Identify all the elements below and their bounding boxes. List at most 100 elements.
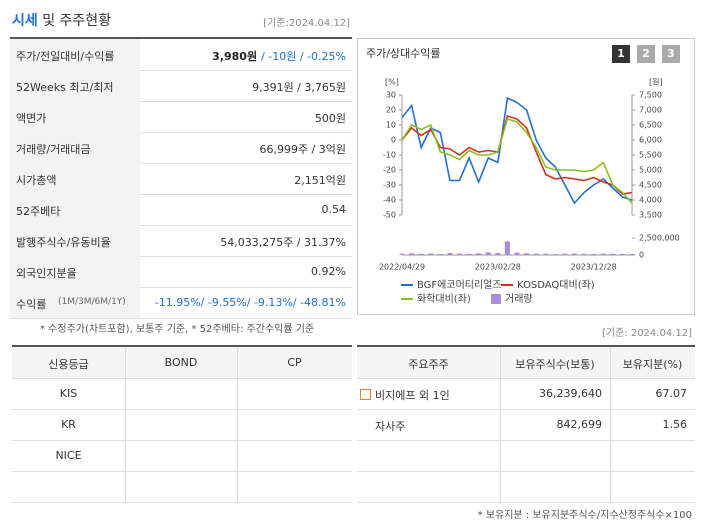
tick-label: -50 xyxy=(383,211,396,220)
line-series xyxy=(401,96,633,205)
tick-label: 4,500 xyxy=(639,181,662,190)
row-label: 발행주식수/유동비율 xyxy=(16,236,111,249)
row-line xyxy=(10,194,352,195)
header-cell: BOND xyxy=(164,356,198,369)
row-line xyxy=(10,225,352,226)
chart-button[interactable]: 1 xyxy=(612,45,630,63)
label-cell xyxy=(10,101,140,132)
row-value: 54,033,275주 / 31.37% xyxy=(220,236,346,249)
line-series xyxy=(401,114,633,195)
volume-bar xyxy=(543,253,549,255)
row-line xyxy=(357,378,695,379)
label-cell xyxy=(10,132,140,163)
tick-label: -40 xyxy=(383,196,396,205)
row-value: 2,151억원 xyxy=(294,174,346,187)
legend-label: KOSDAQ대비(좌) xyxy=(517,279,595,291)
rule xyxy=(10,37,352,39)
row-label: 수익률 xyxy=(16,298,47,311)
cell: KR xyxy=(61,418,76,431)
col-line xyxy=(237,347,238,502)
cell: 비지에프 외 1인 xyxy=(375,389,450,402)
legend-label: BGF에코머티리얼즈 xyxy=(417,279,502,291)
cell: 842,699 xyxy=(556,418,603,431)
header-cell: 주요주주 xyxy=(408,358,449,371)
row-label: 외국인지분율 xyxy=(16,267,77,280)
row-line xyxy=(10,256,352,257)
row-line xyxy=(10,318,352,319)
cell: 1.56 xyxy=(662,418,688,431)
tick-label: 4,000 xyxy=(639,196,662,205)
tick-label: 10 xyxy=(386,121,396,130)
volume-bar xyxy=(619,253,625,255)
col-line xyxy=(500,347,501,502)
volume-bar xyxy=(629,253,635,255)
title-rest: 및 주주현황 xyxy=(42,13,112,29)
row-line xyxy=(10,132,352,133)
volume-bar xyxy=(610,253,616,255)
cell: 자사주 xyxy=(375,420,406,433)
row-label: 52Weeks 최고/최저 xyxy=(16,81,114,94)
chart-button[interactable]: 2 xyxy=(637,45,655,63)
volume-bar xyxy=(591,253,597,255)
cell: NICE xyxy=(55,449,82,462)
line-series xyxy=(401,117,633,204)
row-value: 66,999주 / 3억원 xyxy=(259,143,346,156)
y-axis-unit: [%] xyxy=(385,78,399,87)
tick-label: -20 xyxy=(383,166,396,175)
table-rule xyxy=(357,345,695,347)
row-line xyxy=(10,287,352,288)
volume-bar xyxy=(476,253,482,255)
chart: [%] [원] 30 20 10 0 -10 -20 -30 -40 -50 7,500 7,000 6,… xyxy=(379,78,680,306)
tick-label: 3,500 xyxy=(639,211,662,220)
cell: 67.07 xyxy=(655,387,688,400)
volume-bar xyxy=(552,253,558,255)
note: * 수정주가(차트포함), 보통주 기준, * 52주베타: 주간수익률 기준 xyxy=(40,324,315,335)
tick-label: -30 xyxy=(383,181,396,190)
tick-label: 5,500 xyxy=(639,151,662,160)
y2-axis-unit: [원] xyxy=(649,78,663,87)
expand-icon[interactable] xyxy=(360,389,371,400)
label-cell xyxy=(10,256,140,287)
volume-bar xyxy=(533,253,539,255)
row-line xyxy=(357,409,695,410)
row-line xyxy=(10,163,352,164)
row-line xyxy=(12,378,352,379)
legend-swatch xyxy=(491,294,501,304)
chart-panel xyxy=(357,38,695,315)
volume-bar xyxy=(409,253,415,255)
row-label: 액면가 xyxy=(16,112,47,125)
row-value: 0.92% xyxy=(311,265,346,278)
row-value: 500원 xyxy=(314,112,346,125)
label-cell xyxy=(10,287,140,318)
row-value: 3,980원 xyxy=(212,50,258,63)
row-value-change: / -10원 / -0.25% xyxy=(261,50,346,63)
x-tick-label: 2023/12/28 xyxy=(571,263,617,272)
table-rule xyxy=(12,345,352,347)
holders-note: * 보유지분 : 보유지분주식수/지수산정주식수×100 xyxy=(477,510,692,521)
row-label: 주가/전일대비/수익률 xyxy=(16,50,115,63)
label-cell xyxy=(10,39,140,70)
chart-title: 주가/상대수익률 xyxy=(366,47,441,60)
volume-bar xyxy=(418,253,424,255)
volume-bar xyxy=(466,253,472,255)
row-label: 시가총액 xyxy=(16,174,57,187)
volume-bar xyxy=(562,253,568,255)
volume-bar xyxy=(524,253,530,255)
volume-bar xyxy=(572,253,577,255)
row-value: 0.54 xyxy=(321,203,347,216)
tick-label: 2,500,000 xyxy=(639,234,680,243)
volume-bar xyxy=(399,253,405,255)
title: 시세 xyxy=(12,13,38,29)
row-line xyxy=(12,471,352,472)
label-cell xyxy=(10,163,140,194)
date: [기준:2024.04.12] xyxy=(263,18,350,29)
volume-bar xyxy=(504,241,510,255)
col-line xyxy=(125,347,126,502)
volume-bar xyxy=(495,252,501,255)
tick-label: 6,500 xyxy=(639,121,662,130)
row-line xyxy=(357,502,695,503)
cell: KIS xyxy=(59,387,78,400)
row-line xyxy=(12,440,352,441)
chart-button[interactable]: 3 xyxy=(662,45,680,63)
